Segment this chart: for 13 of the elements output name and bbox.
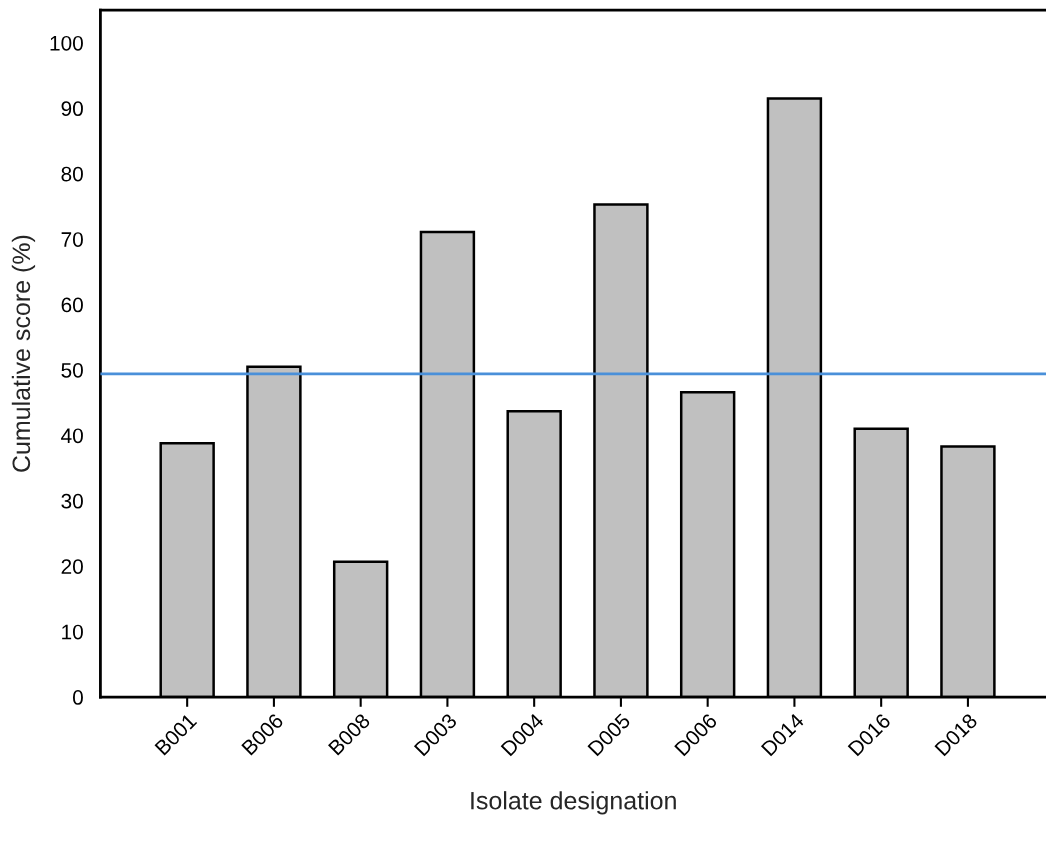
y-tick-label: 40 xyxy=(61,428,83,444)
y-axis-title: Cumulative score (%) xyxy=(11,235,36,472)
y-tick-label: 30 xyxy=(61,493,83,509)
y-tick-label: 0 xyxy=(72,690,83,705)
y-tick-label: 50 xyxy=(61,362,83,378)
y-tick-label: 80 xyxy=(61,166,83,182)
y-tick-label: 20 xyxy=(61,559,83,574)
y-tick-label: 90 xyxy=(61,101,83,117)
y-tick-label: 100 xyxy=(50,35,83,51)
y-tick-label: 10 xyxy=(62,624,83,640)
y-tick-label: 60 xyxy=(61,297,83,313)
x-axis-title: Isolate designation xyxy=(471,791,676,815)
y-tick-label: 70 xyxy=(61,232,83,247)
